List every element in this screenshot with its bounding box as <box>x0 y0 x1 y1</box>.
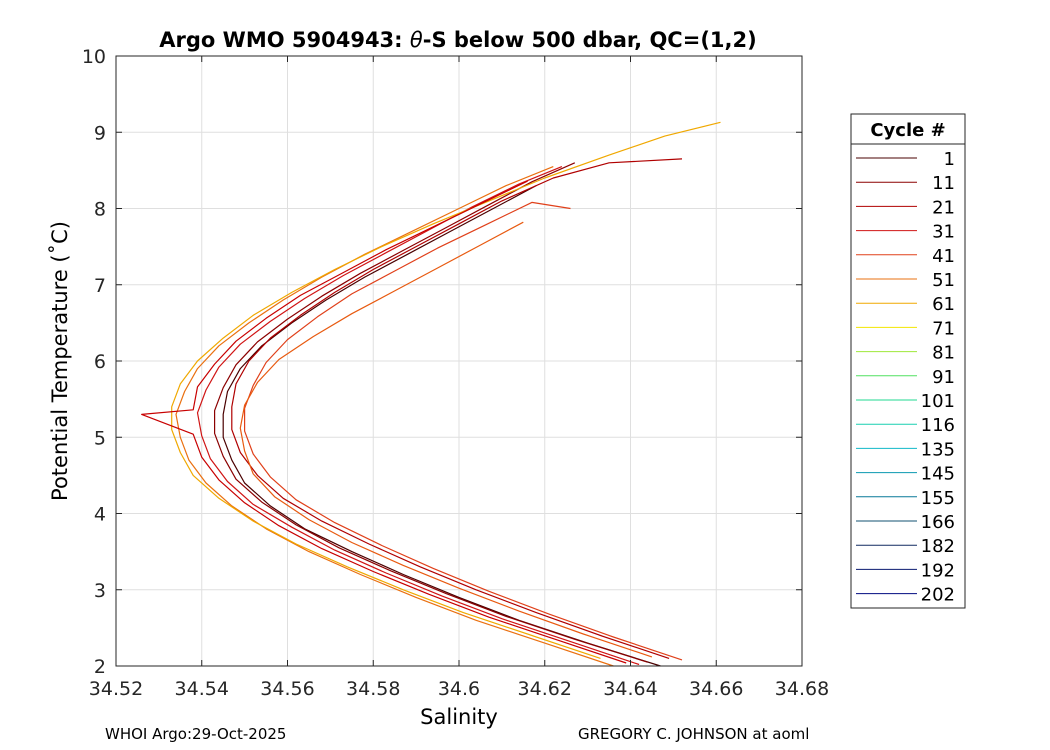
profile-line <box>231 158 683 659</box>
x-tick-label: 34.58 <box>346 678 400 700</box>
y-axis-label: Potential Temperature (˚C) <box>48 221 72 501</box>
profile-lines <box>141 121 721 667</box>
legend-label: 11 <box>932 173 955 194</box>
legend-label: 1 <box>944 149 955 170</box>
legend-entries: 1112131415161718191101116135145155166182… <box>856 149 955 606</box>
y-tick-label: 7 <box>94 275 106 297</box>
legend-label: 21 <box>932 197 955 218</box>
legend-title: Cycle # <box>870 120 945 141</box>
profile-line <box>171 121 721 659</box>
profile-line <box>244 201 683 661</box>
legend-label: 145 <box>921 464 955 485</box>
y-tick-label: 3 <box>94 580 106 602</box>
legend-label: 202 <box>921 585 955 606</box>
legend: Cycle # 11121314151617181911011161351451… <box>850 113 966 609</box>
legend-label: 61 <box>932 294 955 315</box>
axis-ticks: 34.52 34.54 34.56 34.58 34.6 34.62 34.64 34.66 3… <box>82 46 829 700</box>
legend-label: 51 <box>932 270 955 291</box>
legend-box <box>850 113 966 609</box>
legend-label: 116 <box>921 415 955 436</box>
legend-label: 155 <box>921 488 955 509</box>
x-tick-label: 34.56 <box>260 678 314 700</box>
profile-line <box>214 162 648 663</box>
x-tick-label: 34.66 <box>689 678 743 700</box>
profile-line <box>239 221 653 658</box>
grid <box>115 55 803 667</box>
x-tick-label: 34.68 <box>775 678 829 700</box>
x-axis-label: Salinity <box>420 705 498 729</box>
footer-author: GREGORY C. JOHNSON at aoml <box>578 725 810 743</box>
y-tick-label: 10 <box>82 46 106 68</box>
legend-label: 91 <box>932 367 955 388</box>
y-tick-label: 5 <box>94 427 106 449</box>
y-tick-label: 9 <box>94 122 106 144</box>
y-tick-label: 6 <box>94 351 106 373</box>
profile-line <box>222 185 661 667</box>
legend-label: 101 <box>921 391 955 412</box>
y-tick-label: 8 <box>94 199 106 221</box>
x-tick-label: 34.52 <box>89 678 143 700</box>
x-tick-label: 34.64 <box>603 678 657 700</box>
legend-label: 41 <box>932 246 955 267</box>
legend-label: 192 <box>921 560 955 581</box>
legend-label: 31 <box>932 222 955 243</box>
chart-title: Argo WMO 5904943: θ-S below 500 dbar, QC… <box>159 28 756 52</box>
legend-label: 81 <box>932 343 955 364</box>
legend-label: 135 <box>921 439 955 460</box>
legend-label: 182 <box>921 536 955 557</box>
y-tick-label: 4 <box>94 504 106 526</box>
footer-source: WHOI Argo:29-Oct-2025 <box>105 725 287 743</box>
x-tick-label: 34.6 <box>438 678 480 700</box>
y-tick-label: 2 <box>94 656 106 678</box>
legend-label: 71 <box>932 318 955 339</box>
x-tick-label: 34.54 <box>175 678 229 700</box>
x-tick-label: 34.62 <box>518 678 572 700</box>
legend-label: 166 <box>921 512 955 533</box>
profile-line <box>196 166 640 666</box>
profile-line <box>141 180 627 664</box>
